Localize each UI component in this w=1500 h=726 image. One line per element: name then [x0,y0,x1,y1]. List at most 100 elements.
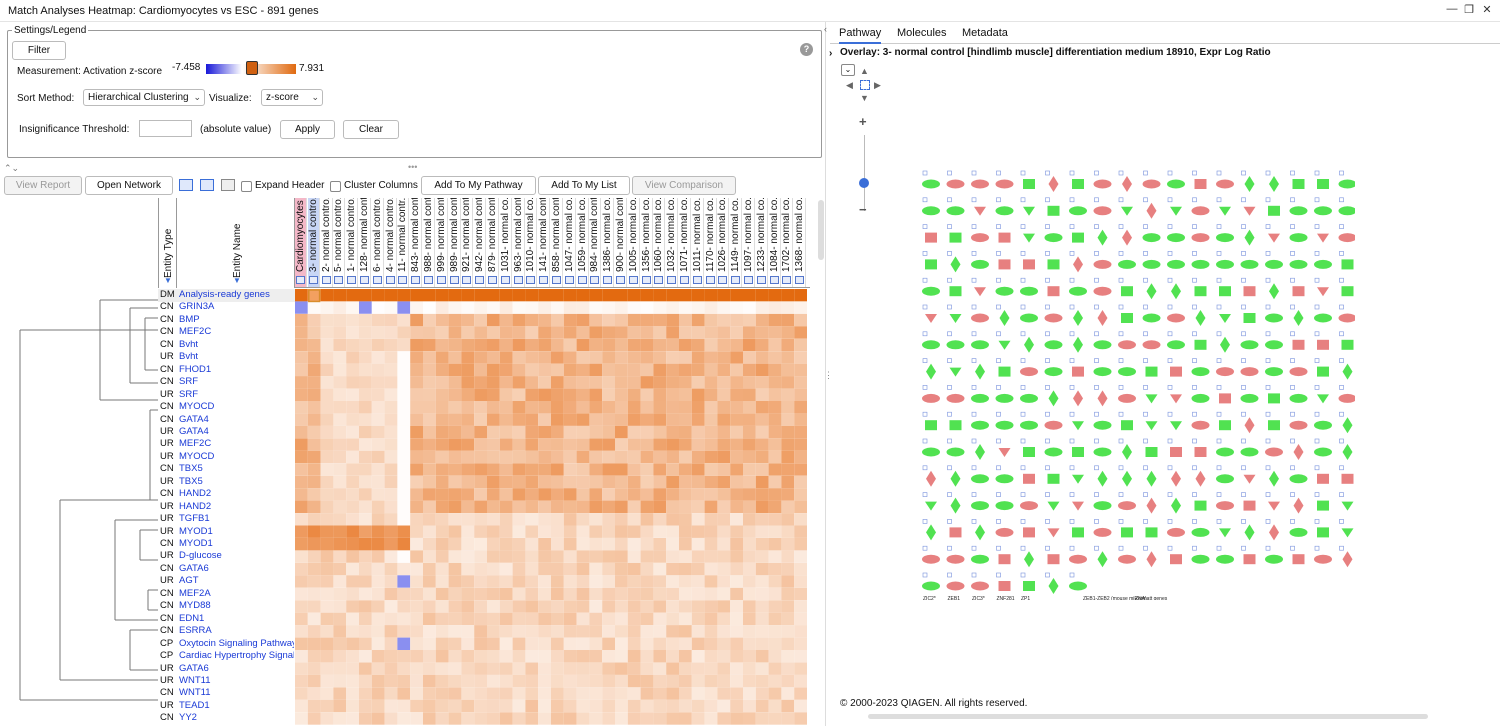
heatmap-cell[interactable] [781,538,795,551]
heatmap-cell[interactable] [717,425,731,439]
heatmap-cell[interactable] [563,513,577,526]
heatmap-cell[interactable] [512,450,526,464]
heatmap-cell[interactable] [704,650,718,663]
heatmap-cell[interactable] [627,712,641,725]
pathway-node[interactable] [995,286,1014,296]
heatmap-cell[interactable] [499,313,513,327]
add-to-my-pathway-button[interactable]: Add To My Pathway [421,176,536,195]
heatmap-cell[interactable] [538,637,551,650]
heatmap-cell[interactable] [384,637,398,650]
column-header[interactable]: 900- normal contr... [615,198,627,287]
heatmap-cell[interactable] [487,313,500,327]
heatmap-cell[interactable] [461,289,475,302]
heatmap-cell[interactable] [461,500,475,513]
heatmap-cell[interactable] [781,550,795,563]
heatmap-cell[interactable] [717,338,731,352]
heatmap-cell[interactable] [397,699,411,713]
heatmap-cell[interactable] [307,500,321,513]
heatmap-cell[interactable] [730,376,743,389]
heatmap-cell[interactable] [704,562,718,576]
heatmap-cell[interactable] [538,438,551,451]
heatmap-cell[interactable] [627,575,641,588]
heatmap-cell[interactable] [602,313,615,327]
heatmap-cell[interactable] [474,513,487,526]
heatmap-cell[interactable] [474,637,487,650]
heatmap-cell[interactable] [576,538,590,551]
pathway-node[interactable] [1269,524,1279,541]
pathway-node[interactable] [1314,313,1332,323]
heatmap-cell[interactable] [563,687,577,700]
heatmap-cell[interactable] [435,525,449,538]
heatmap-cell[interactable] [627,338,641,352]
heatmap-cell[interactable] [589,475,603,489]
heatmap-cell[interactable] [679,450,692,464]
heatmap-cell[interactable] [359,699,372,713]
table-row[interactable]: CN BMP [158,314,295,327]
heatmap-cell[interactable] [499,674,513,688]
filter-icon[interactable]: ▼ [233,276,241,285]
heatmap-cell[interactable] [563,650,577,663]
pathway-node[interactable] [1216,447,1234,457]
heatmap-cell[interactable] [307,625,321,638]
heatmap-cell[interactable] [563,600,577,613]
heatmap-cell[interactable] [730,662,743,675]
heatmap-cell[interactable] [551,388,564,401]
heatmap-cell[interactable] [589,488,603,501]
heatmap-cell[interactable] [435,625,449,638]
heatmap-cell[interactable] [602,376,615,389]
pathway-node[interactable] [1146,470,1157,487]
heatmap-cell[interactable] [640,600,654,613]
heatmap-cell[interactable] [691,525,705,538]
heatmap-cell[interactable] [794,313,807,327]
heatmap-cell[interactable] [781,463,795,476]
heatmap-cell[interactable] [743,575,756,588]
heatmap-cell[interactable] [320,687,334,700]
heatmap-cell[interactable] [589,289,603,302]
entity-name-link[interactable]: MEF2A [179,587,211,599]
heatmap-cell[interactable] [384,600,398,613]
pathway-node[interactable] [1118,340,1136,350]
heatmap-cell[interactable] [295,562,308,576]
heatmap-cell[interactable] [653,699,667,713]
heatmap-cell[interactable] [474,538,487,551]
pathway-node[interactable] [1047,528,1060,538]
heatmap-cell[interactable] [461,326,475,339]
heatmap-cell[interactable] [768,425,782,439]
entity-type-column-header[interactable]: Entity Type ▼ [158,198,177,288]
heatmap-cell[interactable] [743,289,756,302]
heatmap-cell[interactable] [576,363,590,377]
heatmap-cell[interactable] [666,550,679,563]
pathway-node[interactable] [1314,447,1332,457]
pathway-node[interactable] [1292,286,1305,297]
heatmap-cell[interactable] [717,575,731,588]
heatmap-cell[interactable] [691,425,705,439]
heatmap-cell[interactable] [410,538,423,551]
heatmap-cell[interactable] [653,438,667,451]
heatmap-cell[interactable] [397,301,411,314]
heatmap-cell[interactable] [602,351,615,364]
pathway-node[interactable] [1093,367,1112,377]
heatmap-cell[interactable] [461,712,475,725]
heatmap-cell[interactable] [397,550,411,563]
heatmap-cell[interactable] [474,587,487,601]
heatmap-cell[interactable] [333,600,347,613]
heatmap-cell[interactable] [551,538,564,551]
heatmap-cell[interactable] [704,376,718,389]
pathway-node[interactable] [1342,363,1353,380]
heatmap-cell[interactable] [743,550,756,563]
heatmap-cell[interactable] [781,363,795,377]
heatmap-cell[interactable] [487,637,500,650]
heatmap-cell[interactable] [435,662,449,675]
pathway-node[interactable] [1289,233,1308,243]
heatmap-cell[interactable] [448,525,462,538]
heatmap-cell[interactable] [499,413,513,426]
heatmap-cell[interactable] [538,550,551,563]
pathway-node[interactable] [1047,501,1060,511]
heatmap-cell[interactable] [615,488,628,501]
heatmap-cell[interactable] [384,625,398,638]
heatmap-cell[interactable] [602,301,615,314]
heatmap-cell[interactable] [717,600,731,613]
heatmap-cell[interactable] [525,450,539,464]
heatmap-cell[interactable] [679,699,692,713]
table-row[interactable]: CN MYOD1 [158,538,295,551]
